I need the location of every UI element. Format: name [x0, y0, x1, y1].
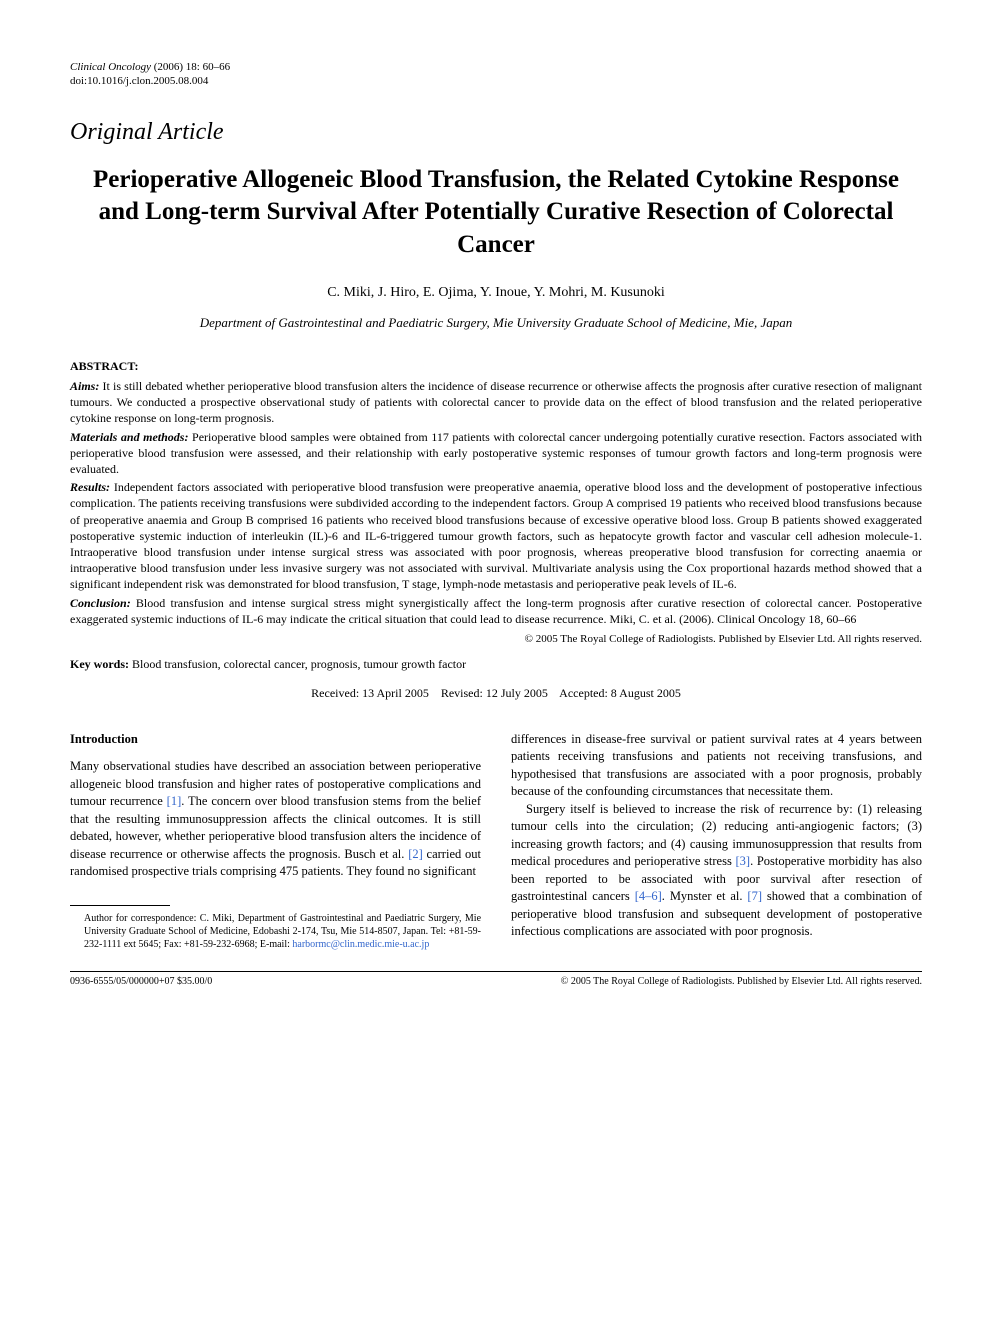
abstract-label: ABSTRACT:: [70, 359, 922, 374]
date-received: Received: 13 April 2005: [311, 686, 429, 700]
journal-pages: 60–66: [203, 61, 231, 73]
ref-link-3[interactable]: [3]: [735, 854, 750, 868]
article-type: Original Article: [70, 119, 922, 146]
abstract-conclusion: Conclusion: Blood transfusion and intens…: [70, 595, 922, 627]
journal-year: (2006): [154, 61, 183, 73]
abstract-conclusion-heading: Conclusion:: [70, 596, 131, 610]
left-column: Introduction Many observational studies …: [70, 731, 481, 951]
ref-link-2[interactable]: [2]: [408, 847, 423, 861]
ref-link-1[interactable]: [1]: [167, 794, 182, 808]
abstract-conclusion-text: Blood transfusion and intense surgical s…: [70, 596, 922, 626]
abstract-methods-heading: Materials and methods:: [70, 430, 188, 444]
intro-para-3: Surgery itself is believed to increase t…: [511, 801, 922, 941]
abstract-methods-text: Perioperative blood samples were obtaine…: [70, 430, 922, 476]
copyright-line: © 2005 The Royal College of Radiologists…: [70, 633, 922, 645]
affiliation: Department of Gastrointestinal and Paedi…: [70, 315, 922, 331]
dates-line: Received: 13 April 2005 Revised: 12 July…: [70, 686, 922, 701]
abstract-aims-text: It is still debated whether perioperativ…: [70, 379, 922, 425]
page-footer: 0936-6555/05/000000+07 $35.00/0 © 2005 T…: [70, 976, 922, 987]
date-accepted: Accepted: 8 August 2005: [559, 686, 681, 700]
footer-right: © 2005 The Royal College of Radiologists…: [561, 976, 922, 987]
footer-divider: [70, 971, 922, 972]
footer-left: 0936-6555/05/000000+07 $35.00/0: [70, 976, 212, 987]
journal-doi: doi:10.1016/j.clon.2005.08.004: [70, 75, 208, 87]
abstract-results: Results: Independent factors associated …: [70, 479, 922, 592]
journal-info: Clinical Oncology (2006) 18: 60–66 doi:1…: [70, 60, 922, 89]
article-title: Perioperative Allogeneic Blood Transfusi…: [70, 164, 922, 262]
authors: C. Miki, J. Hiro, E. Ojima, Y. Inoue, Y.…: [70, 285, 922, 301]
keywords-text: Blood transfusion, colorectal cancer, pr…: [132, 657, 466, 671]
keywords: Key words: Blood transfusion, colorectal…: [70, 657, 922, 672]
correspondence-label: Author for correspondence:: [84, 913, 196, 924]
keywords-label: Key words:: [70, 657, 129, 671]
correspondence: Author for correspondence: C. Miki, Depa…: [70, 912, 481, 951]
abstract-aims: Aims: It is still debated whether periop…: [70, 378, 922, 427]
ref-link-7[interactable]: [7]: [747, 889, 762, 903]
abstract-methods: Materials and methods: Perioperative blo…: [70, 429, 922, 478]
journal-name: Clinical Oncology: [70, 61, 151, 73]
journal-volume: 18:: [186, 61, 200, 73]
correspondence-email[interactable]: harbormc@clin.medic.mie-u.ac.jp: [292, 939, 429, 950]
correspondence-divider: [70, 905, 170, 906]
intro-para-1: Many observational studies have describe…: [70, 758, 481, 881]
body-columns: Introduction Many observational studies …: [70, 731, 922, 951]
abstract-results-heading: Results:: [70, 480, 110, 494]
intro-p3-mid2: . Mynster et al.: [662, 889, 748, 903]
introduction-heading: Introduction: [70, 731, 481, 749]
intro-para-2: differences in disease-free survival or …: [511, 731, 922, 801]
date-revised: Revised: 12 July 2005: [441, 686, 548, 700]
right-column: differences in disease-free survival or …: [511, 731, 922, 951]
ref-link-4-6[interactable]: [4–6]: [635, 889, 662, 903]
abstract-results-text: Independent factors associated with peri…: [70, 480, 922, 591]
abstract-aims-heading: Aims:: [70, 379, 99, 393]
